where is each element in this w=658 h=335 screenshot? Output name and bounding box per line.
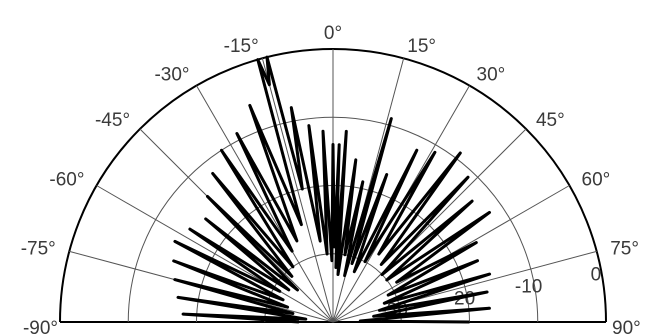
angle-tick-label: -75° [21,239,56,260]
angle-tick-label: 60° [582,170,611,191]
angle-tick-label: 0° [324,23,342,44]
angle-tick-label: 75° [610,239,639,260]
angle-spoke [261,58,334,323]
radius-tick-label: 0 [591,265,602,286]
radius-tick-label: -10 [515,276,542,297]
angle-tick-label: -90° [23,318,58,335]
angle-tick-label: 30° [477,64,506,85]
angle-spoke [332,250,597,323]
angle-spoke [332,128,527,323]
angle-tick-label: 45° [536,110,565,131]
angle-tick-label: 90° [612,318,641,335]
series-line [172,55,492,324]
angle-tick-label: -15° [224,36,259,57]
angle-spoke [196,85,334,323]
angle-tick-labels: -90° -75° -60° -45° -30° -15° 0° 15° 30° 45° 60° 75… [21,23,641,335]
angle-tick-label: -30° [154,64,189,85]
angle-tick-label: -60° [49,170,84,191]
angle-tick-label: -45° [95,110,130,131]
angle-spoke [96,185,334,323]
angle-tick-label: 15° [407,36,436,57]
angle-spoke [332,58,405,323]
